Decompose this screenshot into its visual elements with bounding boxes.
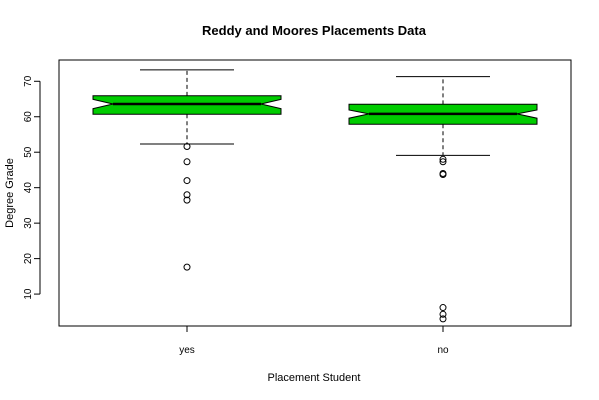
outlier-point — [183, 158, 191, 166]
y-tick-label: 20 — [23, 253, 34, 265]
box-group-no — [348, 76, 538, 323]
y-tick-label: 70 — [23, 75, 34, 87]
boxes — [92, 69, 538, 323]
outlier-point — [183, 177, 191, 185]
outlier-point — [439, 155, 447, 163]
outlier-point — [439, 158, 447, 166]
outlier-point — [183, 196, 191, 204]
outlier-point — [439, 304, 447, 312]
outlier-point — [183, 143, 191, 151]
y-tick-label: 10 — [23, 288, 34, 300]
box-group-yes — [92, 69, 282, 271]
x-tick-label: yes — [179, 345, 195, 356]
y-tick-label: 40 — [23, 182, 34, 194]
x-axis: yes no — [179, 325, 449, 356]
y-tick-label: 50 — [23, 146, 34, 158]
outlier-point — [439, 310, 447, 318]
y-axis: 10 20 30 40 50 60 70 — [23, 75, 41, 300]
outlier-point — [183, 191, 191, 199]
y-tick-label: 30 — [23, 217, 34, 229]
outlier-point — [439, 315, 447, 323]
y-axis-label: Degree Grade — [4, 158, 16, 228]
y-tick-label: 60 — [23, 111, 34, 123]
outlier-point — [183, 263, 191, 271]
chart-title: Reddy and Moores Placements Data — [202, 23, 427, 38]
outlier-point — [439, 171, 447, 179]
x-axis-label: Placement Student — [268, 372, 361, 384]
x-tick-label: no — [437, 345, 449, 356]
